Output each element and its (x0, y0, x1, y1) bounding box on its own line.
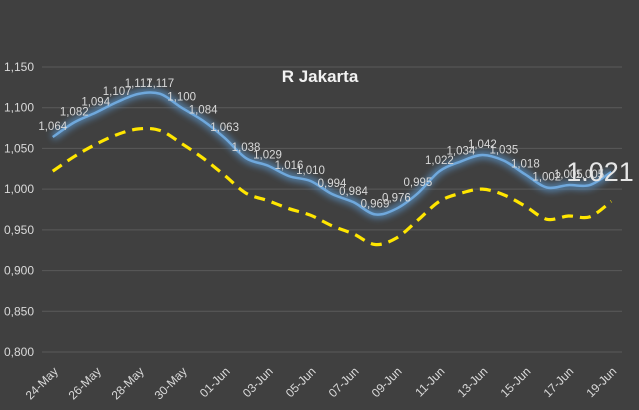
x-tick-label: 24-May (23, 364, 61, 402)
y-tick-label: 0,900 (4, 264, 34, 278)
data-label: 1,010 (296, 165, 325, 177)
data-label: 1,029 (253, 150, 282, 162)
series-line-lower-bound (51, 126, 613, 247)
y-tick-label: 0,950 (4, 223, 34, 237)
x-tick-label: 26-May (66, 364, 104, 402)
data-label: 1,084 (189, 105, 218, 117)
x-tick-label: 19-Jun (584, 364, 620, 400)
data-label: 1,022 (425, 155, 454, 167)
series-line-r-glow (50, 88, 614, 219)
x-tick-label: 05-Jun (283, 364, 319, 400)
series-lines (50, 88, 614, 247)
data-label: 1,035 (489, 145, 518, 157)
data-labels: 1,0641,0821,0941,1071,1171,1171,1001,084… (38, 78, 604, 211)
data-label: 0,995 (404, 177, 433, 189)
y-axis: 0,800 0,850 0,900 0,950 1,000 1,050 1,100 1,150 (4, 60, 34, 359)
x-tick-label: 17-Jun (541, 364, 577, 400)
x-tick-label: 13-Jun (455, 364, 491, 400)
data-label: 1,005 (554, 169, 583, 181)
last-value-label: 1.021 (566, 157, 634, 187)
data-label: 1,063 (210, 122, 239, 134)
y-tick-label: 0,850 (4, 304, 34, 318)
x-tick-label: 15-Jun (498, 364, 534, 400)
series-line-r (52, 91, 612, 216)
data-label: 1,018 (511, 158, 540, 170)
y-tick-label: 1,100 (4, 101, 34, 115)
data-label: 0,994 (318, 178, 347, 190)
x-tick-label: 11-Jun (412, 364, 447, 399)
gridlines (42, 66, 622, 353)
data-label: 1,016 (275, 160, 304, 172)
x-tick-label: 09-Jun (369, 364, 405, 400)
data-label: 1,034 (446, 145, 475, 157)
y-tick-label: 1,000 (4, 182, 34, 196)
data-label: 0,976 (382, 193, 411, 205)
y-tick-label: 1,050 (4, 141, 34, 155)
x-tick-label: 01-Jun (197, 364, 233, 400)
data-label: 1,064 (38, 121, 67, 133)
x-tick-label: 28-May (109, 364, 147, 402)
data-label: 1,002 (532, 172, 561, 184)
data-label: 1,082 (60, 106, 89, 118)
y-tick-label: 1,150 (4, 60, 34, 74)
data-label: 1,042 (468, 139, 497, 151)
data-label: 1,117 (146, 78, 174, 90)
x-tick-label: 30-May (152, 364, 190, 402)
data-label: 1,038 (232, 142, 261, 154)
data-label: 1,094 (81, 97, 110, 109)
data-label: 0,984 (339, 186, 368, 198)
chart-title: R Jakarta (282, 67, 359, 86)
data-label: 1,117 (125, 78, 153, 90)
x-axis: 24-May 26-May 28-May 30-May 01-Jun 03-Jun 05-J… (23, 364, 620, 402)
data-label: 1,100 (167, 92, 196, 104)
data-label: 1,005 (575, 169, 604, 181)
data-label: 0,969 (361, 198, 390, 210)
y-tick-label: 0,800 (4, 345, 34, 359)
x-tick-label: 03-Jun (240, 364, 276, 400)
data-label: 1,107 (103, 86, 132, 98)
x-tick-label: 07-Jun (326, 364, 362, 400)
